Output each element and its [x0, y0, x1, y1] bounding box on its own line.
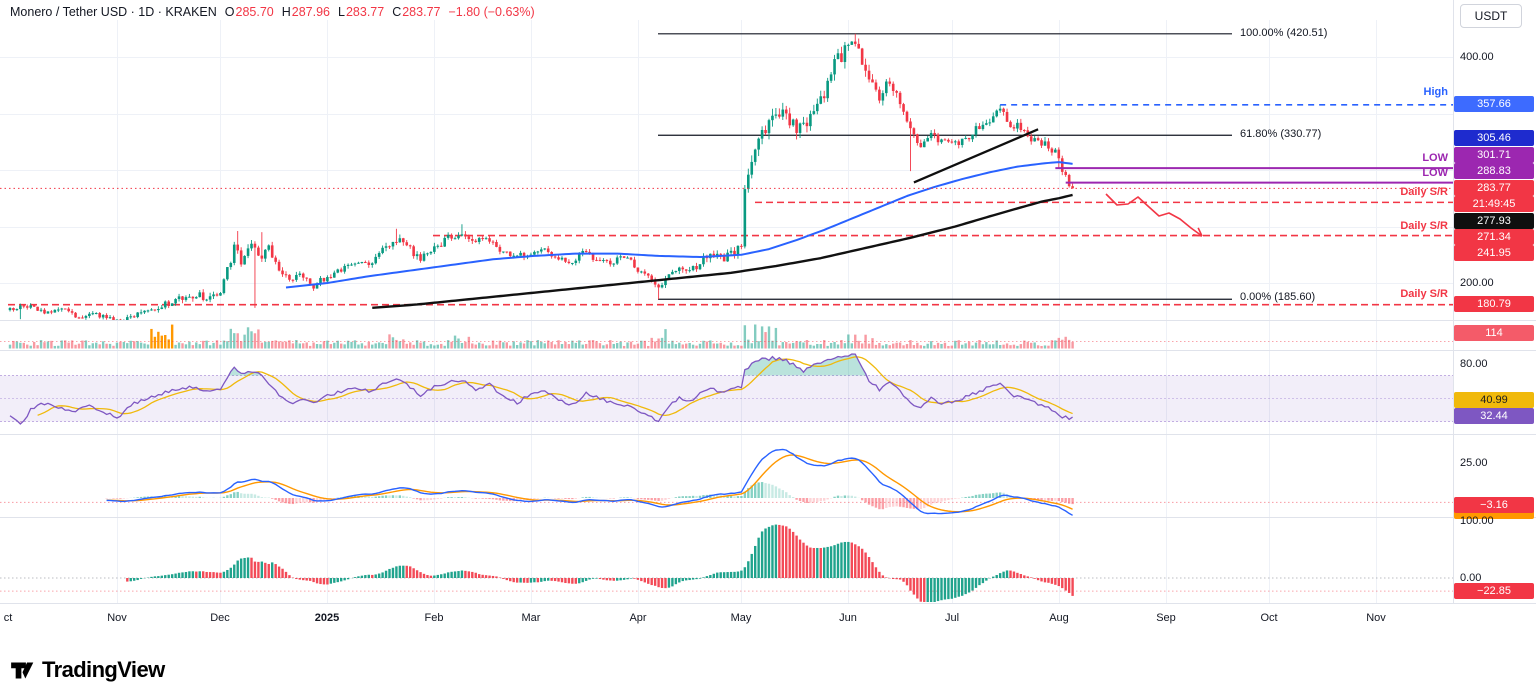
change-value: −1.80 (−0.63%) — [448, 5, 535, 19]
tradingview-brand-text[interactable]: TradingView — [42, 657, 165, 682]
time-axis-label: 2025 — [314, 612, 340, 624]
open-value: 285.70 — [235, 5, 274, 19]
price-axis-badge: 114 — [1454, 325, 1534, 341]
price-axis-badge: −3.16 — [1454, 497, 1534, 513]
price-axis-badge: 241.95 — [1454, 245, 1534, 261]
price-axis-badge: 271.34 — [1454, 229, 1534, 245]
time-axis-label: Dec — [210, 612, 230, 624]
ohlc-open: O285.70 — [225, 5, 274, 19]
low-label: L — [338, 5, 345, 19]
open-label: O — [224, 5, 235, 19]
price-axis-badge: 283.77 — [1454, 180, 1534, 196]
price-axis-badge — [1454, 509, 1534, 519]
ohlc-low: L283.77 — [338, 5, 384, 19]
price-axis-tick: 100.00 — [1460, 515, 1494, 527]
price-axis-tick: 400.00 — [1460, 51, 1494, 63]
price-axis-badge: 21:49:45 — [1454, 196, 1534, 212]
price-axis[interactable]: 400.00 357.66 305.46 301.71 288.83 283.77 21:4… — [1453, 0, 1536, 603]
time-axis-label: May — [730, 612, 752, 624]
low-value: 283.77 — [345, 5, 385, 19]
price-axis-badge: 40.99 — [1454, 392, 1534, 408]
time-axis-label: Jun — [839, 612, 857, 624]
symbol-title[interactable]: Monero / Tether USD · 1D · KRAKEN — [10, 5, 217, 19]
price-axis-badge: 32.44 — [1454, 408, 1534, 424]
price-axis-badge: 277.93 — [1454, 213, 1534, 229]
symbol-header: Monero / Tether USD · 1D · KRAKEN O285.7… — [10, 5, 535, 19]
chart-canvas[interactable] — [0, 0, 1536, 635]
time-axis-label: Aug — [1049, 612, 1069, 624]
price-axis-badge: 288.83 — [1454, 163, 1534, 179]
currency-toggle-button[interactable]: USDT — [1460, 4, 1522, 28]
tradingview-logo-icon[interactable] — [10, 659, 35, 682]
time-axis-label: ct — [3, 612, 13, 624]
time-axis-label: Nov — [1366, 612, 1386, 624]
close-label: C — [392, 5, 402, 19]
time-axis-label: Feb — [424, 612, 444, 624]
footer: TradingView — [10, 650, 165, 690]
time-axis-label: Apr — [629, 612, 647, 624]
price-axis-badge: 180.79 — [1454, 296, 1534, 312]
ohlc-close: C283.77 — [392, 5, 440, 19]
price-axis-tick: 80.00 — [1460, 358, 1488, 370]
high-label: H — [281, 5, 291, 19]
price-axis-badge: 301.71 — [1454, 147, 1534, 163]
chart-window: High LOW LOW Daily S/R Daily S/R Daily S/R 100… — [0, 0, 1536, 635]
close-value: 283.77 — [402, 5, 441, 19]
time-axis[interactable]: ct Nov Dec 2025 Feb Mar Apr May Jun Jul Aug Sep Oct N… — [0, 603, 1453, 635]
time-axis-label: Nov — [107, 612, 127, 624]
time-axis-label: Oct — [1260, 612, 1278, 624]
price-axis-badge: −22.85 — [1454, 583, 1534, 599]
price-axis-tick: 200.00 — [1460, 277, 1494, 289]
ohlc-high: H287.96 — [282, 5, 330, 19]
time-axis-label: Mar — [521, 612, 541, 624]
time-axis-label: Jul — [944, 612, 960, 624]
price-axis-tick: 0.00 — [1460, 572, 1482, 584]
price-axis-badge: 357.66 — [1454, 96, 1534, 112]
price-axis-tick: 25.00 — [1460, 457, 1488, 469]
high-value: 287.96 — [291, 5, 331, 19]
time-axis-label: Sep — [1156, 612, 1176, 624]
price-axis-badge: 305.46 — [1454, 130, 1534, 146]
